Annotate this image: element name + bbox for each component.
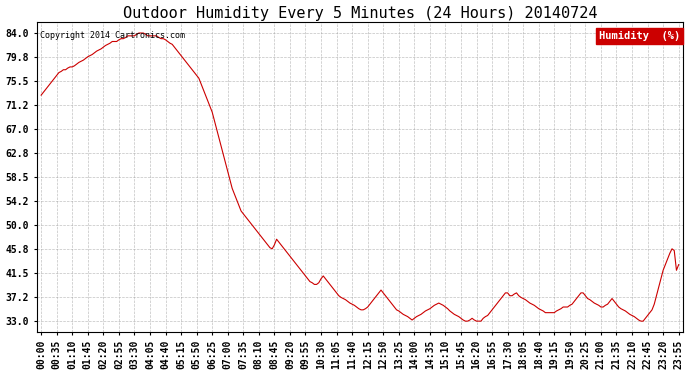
Text: Humidity  (%): Humidity (%) [599, 31, 680, 41]
Text: Copyright 2014 Cartronics.com: Copyright 2014 Cartronics.com [40, 31, 185, 40]
Title: Outdoor Humidity Every 5 Minutes (24 Hours) 20140724: Outdoor Humidity Every 5 Minutes (24 Hou… [123, 6, 597, 21]
